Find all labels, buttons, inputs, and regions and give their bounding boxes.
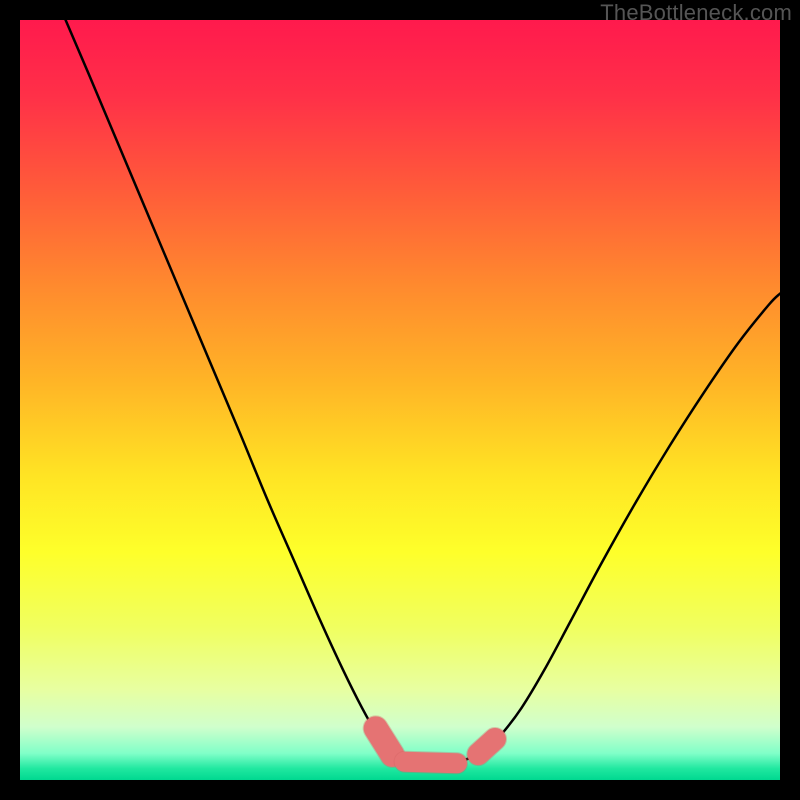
marker-left-cap <box>376 728 393 755</box>
marker-right-cap <box>478 739 495 754</box>
bottleneck-chart <box>20 20 780 780</box>
watermark-text: TheBottleneck.com <box>600 0 792 26</box>
marker-bottom-flat <box>405 762 457 764</box>
chart-frame: TheBottleneck.com <box>0 0 800 800</box>
gradient-background <box>20 20 780 780</box>
